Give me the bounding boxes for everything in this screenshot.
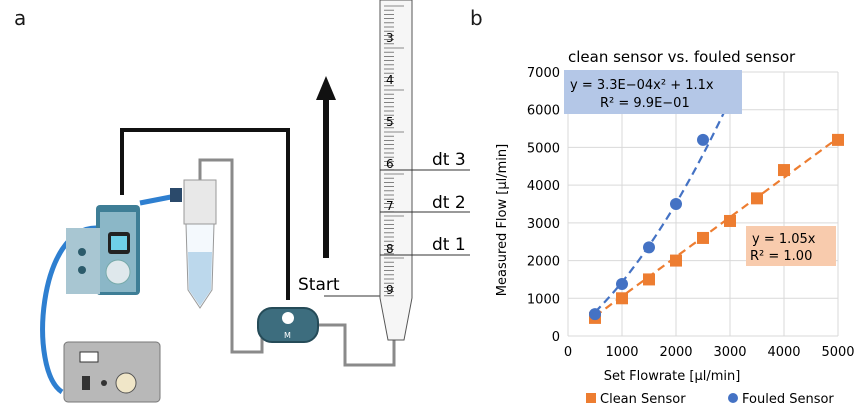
flow-valve: M <box>257 307 319 343</box>
fouled-fit-r2: R² = 9.9E−01 <box>600 96 690 111</box>
y-tick-label: 7000 <box>527 66 560 81</box>
tube-number: 3 <box>386 31 394 45</box>
x-tick-label: 5000 <box>821 345 854 360</box>
x-tick-label: 0 <box>564 345 572 360</box>
fouled-sensor-point <box>643 241 655 254</box>
x-axis-label: Set Flowrate [µl/min] <box>604 369 741 384</box>
tube-number: 6 <box>386 157 394 171</box>
clean-sensor-point <box>643 273 655 286</box>
trend-line-square <box>594 137 839 318</box>
x-tick-label: 4000 <box>767 345 800 360</box>
tube-number: 9 <box>386 283 394 297</box>
setup-illustration: M Start 3 4 5 6 7 8 9 dt 3 dt 2 dt 1 <box>40 0 470 403</box>
clean-sensor-point <box>751 192 763 205</box>
clean-sensor-point <box>670 254 682 267</box>
outlet-tubing <box>318 323 396 367</box>
clean-fit-r2: R² = 1.00 <box>750 249 812 264</box>
dt3-label: dt 3 <box>432 150 466 170</box>
tube-number: 8 <box>386 242 394 256</box>
y-tick-label: 4000 <box>527 179 560 194</box>
x-tick-label: 3000 <box>713 345 746 360</box>
y-axis-label: Measured Flow [µl/min] <box>495 144 510 296</box>
liquid-tubing <box>198 158 264 354</box>
legend-marker-clean <box>586 393 596 403</box>
fouled-sensor-point <box>697 133 709 146</box>
tube-number: 7 <box>386 199 394 213</box>
clean-sensor-point <box>697 231 709 244</box>
trend-lines <box>594 99 839 318</box>
fouled-sensor-point <box>589 308 601 321</box>
fouled-sensor-point <box>670 198 682 210</box>
clean-fit-box <box>746 226 836 266</box>
chart-legend: Clean Sensor Fouled Sensor <box>586 392 834 407</box>
fouled-sensor-point <box>616 277 628 290</box>
chart-title: clean sensor vs. fouled sensor <box>568 48 796 66</box>
clean-sensor-point <box>616 292 628 305</box>
clean-sensor-point <box>724 214 736 227</box>
y-tick-label: 5000 <box>527 141 560 156</box>
y-tick-label: 0 <box>552 330 560 345</box>
tube-number: 4 <box>386 73 394 87</box>
panel-b-letter: b <box>470 6 483 30</box>
tube-numbers: 3 4 5 6 7 8 9 <box>386 31 394 297</box>
pressure-pump <box>66 205 140 295</box>
y-tick-label: 2000 <box>527 255 560 270</box>
clean-sensor-point <box>832 133 844 146</box>
flow-chart: 0 1000 2000 3000 4000 5000 0 1000 2000 3000 4000 50… <box>495 48 855 407</box>
fouled-fit-box <box>564 70 742 114</box>
tube-number: 5 <box>386 115 394 129</box>
controller-box <box>63 341 161 403</box>
valve-label: M <box>284 331 291 340</box>
legend-label-clean: Clean Sensor <box>600 392 686 407</box>
x-tick-label: 2000 <box>659 345 692 360</box>
y-tick-label: 3000 <box>527 217 560 232</box>
clean-fit-equation: y = 1.05x <box>752 232 816 247</box>
legend-marker-fouled <box>728 393 738 403</box>
chart-axes: 0 1000 2000 3000 4000 5000 0 1000 2000 3000 4000 50… <box>527 66 855 360</box>
control-cable <box>120 128 290 300</box>
legend-label-fouled: Fouled Sensor <box>742 392 834 407</box>
start-label: Start <box>298 275 340 295</box>
y-tick-label: 6000 <box>527 104 560 119</box>
clean-sensor-point <box>778 164 790 177</box>
trend-line-circle <box>594 99 731 313</box>
x-tick-label: 1000 <box>605 345 638 360</box>
dt1-label: dt 1 <box>432 235 466 255</box>
panel-a-letter: a <box>14 6 27 30</box>
fouled-fit-equation: y = 3.3E−04x² + 1.1x <box>570 78 714 93</box>
dt2-label: dt 2 <box>432 193 466 213</box>
upward-arrow <box>316 76 336 258</box>
y-tick-label: 1000 <box>527 292 560 307</box>
data-points <box>589 99 844 324</box>
reservoir-tube <box>170 179 217 309</box>
